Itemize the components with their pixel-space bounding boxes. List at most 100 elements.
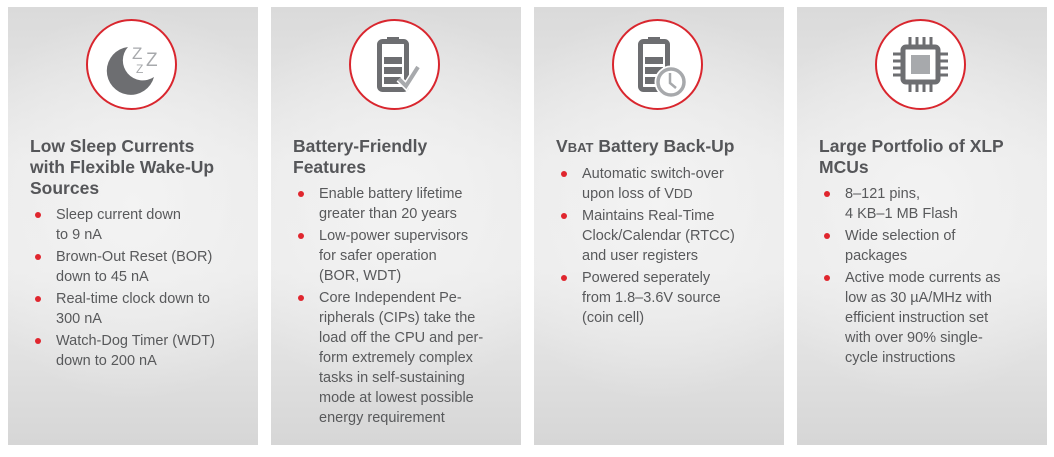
text-segment: Large Portfolio of XLP	[819, 136, 1004, 156]
text-segment: Core Independent Pe-	[319, 290, 462, 306]
text-line: Low-power supervisors	[319, 226, 518, 246]
bullet-item: Low-power supervisors for safer operation…	[293, 226, 518, 286]
text-line: for safer operation	[319, 246, 518, 266]
bullet-item: Real-time clock down to 300 nA	[30, 289, 255, 329]
text-line: (BOR, WDT)	[319, 266, 518, 286]
text-line: Active mode currents as	[845, 268, 1044, 288]
bullet-item: Maintains Real-Time Clock/Calendar (RTCC)…	[556, 206, 781, 266]
bullet-list: Enable battery lifetime greater than 20 y…	[293, 184, 518, 428]
text-segment: Real-time clock down to	[56, 291, 210, 307]
text-segment: efficient instruction set	[845, 310, 989, 326]
text-line: load off the CPU and per-	[319, 328, 518, 348]
bullet-item: Automatic switch-over upon loss of VDD	[556, 164, 781, 204]
text-line: and user registers	[582, 246, 781, 266]
text-segment: Features	[293, 157, 366, 177]
text-line: energy requirement	[319, 408, 518, 428]
text-line: Features	[293, 157, 518, 178]
text-line: down to 45 nA	[56, 267, 255, 287]
text-segment: 8–121 pins,	[845, 186, 920, 202]
panel-title: Large Portfolio of XLP MCUs 8–121 pins, 4 K…	[819, 136, 1044, 370]
text-segment: ripherals (CIPs) take the	[319, 310, 476, 326]
bullet-list: Sleep current down to 9 nA Brown-Out Reset…	[30, 205, 255, 371]
panel-title: VBAT Battery Back-Up Automatic switch-ove…	[556, 136, 781, 330]
text-segment: for safer operation	[319, 248, 437, 264]
text-segment: cycle instructions	[845, 350, 956, 366]
text-segment: Battery-Friendly	[293, 136, 428, 156]
feature-panel-battery-friendly: Battery-Friendly Features Enable battery l…	[271, 7, 521, 445]
text-line: to 9 nA	[56, 225, 255, 245]
text-line: Large Portfolio of XLP	[819, 136, 1044, 157]
battery-check-icon	[377, 37, 421, 92]
text-segment: Sources	[30, 178, 100, 198]
text-segment: mode at lowest possible	[319, 390, 474, 406]
text-line: Real-time clock down to	[56, 289, 255, 309]
icon-circle: Z Z Z	[86, 19, 177, 110]
text-line: Battery-Friendly	[293, 136, 518, 157]
text-segment: Sleep current down	[56, 207, 181, 223]
bullet-item: Wide selection of packages	[819, 226, 1044, 266]
text-line: from 1.8–3.6V source	[582, 288, 781, 308]
text-line: upon loss of VDD	[582, 184, 781, 204]
text-segment: down to 45 nA	[56, 269, 149, 285]
text-segment: (BOR, WDT)	[319, 268, 402, 284]
text-segment: and user registers	[582, 248, 699, 264]
text-segment: upon loss of V	[582, 186, 674, 202]
text-segment: to 9 nA	[56, 227, 102, 243]
text-line: form extremely complex	[319, 348, 518, 368]
text-segment: Maintains Real-Time	[582, 208, 715, 224]
text-segment: low as 30 µA/MHz with	[845, 290, 992, 306]
text-segment: energy requirement	[319, 410, 445, 426]
text-segment: from 1.8–3.6V source	[582, 290, 721, 306]
icon-circle	[875, 19, 966, 110]
text-segment: 4 KB–1 MB Flash	[845, 206, 958, 222]
text-segment: Wide selection of	[845, 228, 956, 244]
moon-sleep-icon: Z Z Z	[106, 44, 158, 95]
text-line: low as 30 µA/MHz with	[845, 288, 1044, 308]
text-line: Automatic switch-over	[582, 164, 781, 184]
text-line: Powered seperately	[582, 268, 781, 288]
svg-text:Z: Z	[136, 62, 143, 76]
text-line: ripherals (CIPs) take the	[319, 308, 518, 328]
bullet-item: 8–121 pins, 4 KB–1 MB Flash	[819, 184, 1044, 224]
text-line: greater than 20 years	[319, 204, 518, 224]
text-line: (coin cell)	[582, 308, 781, 328]
battery-clock-icon	[638, 37, 688, 99]
text-segment: Battery Back-Up	[593, 136, 735, 156]
text-line: Brown-Out Reset (BOR)	[56, 247, 255, 267]
text-segment: V	[556, 136, 568, 156]
feature-panel-portfolio: Large Portfolio of XLP MCUs 8–121 pins, 4 K…	[797, 7, 1047, 445]
text-segment: (coin cell)	[582, 310, 645, 326]
text-segment: Powered seperately	[582, 270, 711, 286]
feature-panel-vbat: VBAT Battery Back-Up Automatic switch-ove…	[534, 7, 784, 445]
feature-panel-low-sleep: Z Z Z Low Sleep Currents with Flexible Wa…	[8, 7, 258, 445]
text-segment: 300 nA	[56, 311, 102, 327]
text-segment: Low Sleep Currents	[30, 136, 195, 156]
text-line: VBAT Battery Back-Up	[556, 136, 781, 158]
bullet-list: 8–121 pins, 4 KB–1 MB Flash Wide selection…	[819, 184, 1044, 368]
text-segment: down to 200 nA	[56, 353, 157, 369]
text-segment: DD	[673, 186, 693, 201]
text-line: packages	[845, 246, 1044, 266]
text-line: Low Sleep Currents	[30, 136, 255, 157]
text-line: Clock/Calendar (RTCC)	[582, 226, 781, 246]
text-segment: tasks in self-sustaining	[319, 370, 465, 386]
bullet-list: Automatic switch-over upon loss of VDD Mai…	[556, 164, 781, 328]
text-line: Wide selection of	[845, 226, 1044, 246]
text-line: 4 KB–1 MB Flash	[845, 204, 1044, 224]
text-line: with Flexible Wake-Up	[30, 157, 255, 178]
icon-circle	[612, 19, 703, 110]
text-segment: Clock/Calendar (RTCC)	[582, 228, 735, 244]
text-line: cycle instructions	[845, 348, 1044, 368]
bullet-item: Core Independent Pe-ripherals (CIPs) tak…	[293, 288, 518, 428]
text-line: Sleep current down	[56, 205, 255, 225]
text-line: MCUs	[819, 157, 1044, 178]
text-line: Core Independent Pe-	[319, 288, 518, 308]
text-segment: with Flexible Wake-Up	[30, 157, 215, 177]
svg-text:Z: Z	[146, 50, 158, 71]
text-line: tasks in self-sustaining	[319, 368, 518, 388]
text-line: with over 90% single-	[845, 328, 1044, 348]
text-line: mode at lowest possible	[319, 388, 518, 408]
bullet-item: Powered seperately from 1.8–3.6V source (c…	[556, 268, 781, 328]
svg-text:Z: Z	[132, 44, 142, 63]
text-segment: Enable battery lifetime	[319, 186, 463, 202]
